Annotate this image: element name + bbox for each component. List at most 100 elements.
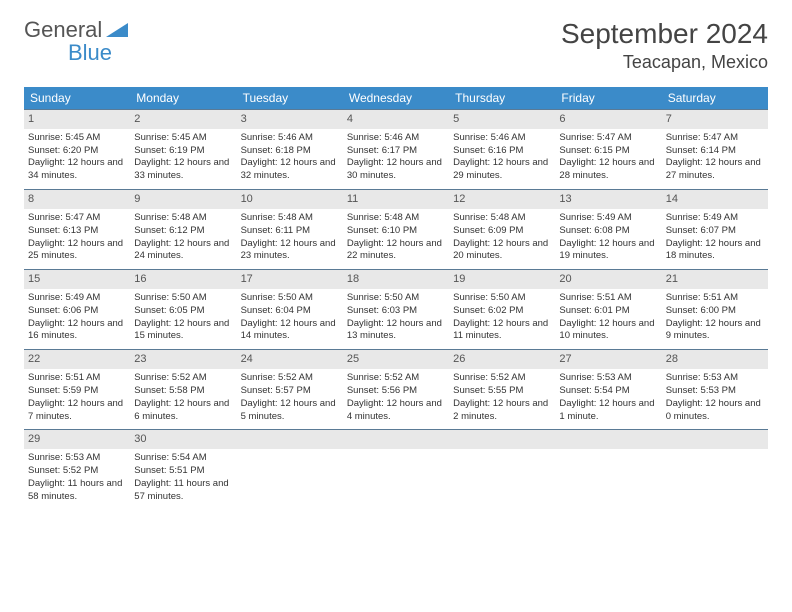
daylight-line: Daylight: 12 hours and 33 minutes. xyxy=(134,157,232,183)
sunrise-line: Sunrise: 5:49 AM xyxy=(666,212,764,225)
sunset-line: Sunset: 6:10 PM xyxy=(347,225,445,238)
day-number: 21 xyxy=(662,270,768,289)
day-number: 8 xyxy=(24,190,130,209)
sunrise-line: Sunrise: 5:51 AM xyxy=(666,292,764,305)
day-cell: 27Sunrise: 5:53 AMSunset: 5:54 PMDayligh… xyxy=(555,349,661,429)
day-number xyxy=(449,430,555,449)
sunset-line: Sunset: 6:06 PM xyxy=(28,305,126,318)
sunset-line: Sunset: 5:58 PM xyxy=(134,385,232,398)
sunrise-line: Sunrise: 5:49 AM xyxy=(28,292,126,305)
logo-text-2: Blue xyxy=(68,41,128,64)
day-number: 9 xyxy=(130,190,236,209)
daylight-line: Daylight: 12 hours and 9 minutes. xyxy=(666,318,764,344)
sunrise-line: Sunrise: 5:52 AM xyxy=(134,372,232,385)
day-number: 24 xyxy=(237,350,343,369)
day-number: 11 xyxy=(343,190,449,209)
day-cell: 15Sunrise: 5:49 AMSunset: 6:06 PMDayligh… xyxy=(24,269,130,349)
daylight-line: Daylight: 12 hours and 28 minutes. xyxy=(559,157,657,183)
daylight-line: Daylight: 12 hours and 34 minutes. xyxy=(28,157,126,183)
day-cell: 20Sunrise: 5:51 AMSunset: 6:01 PMDayligh… xyxy=(555,269,661,349)
daylight-line: Daylight: 12 hours and 15 minutes. xyxy=(134,318,232,344)
daylight-line: Daylight: 12 hours and 0 minutes. xyxy=(666,398,764,424)
sunset-line: Sunset: 5:59 PM xyxy=(28,385,126,398)
day-cell: 1Sunrise: 5:45 AMSunset: 6:20 PMDaylight… xyxy=(24,109,130,189)
day-cell: 29Sunrise: 5:53 AMSunset: 5:52 PMDayligh… xyxy=(24,429,130,509)
sunset-line: Sunset: 6:00 PM xyxy=(666,305,764,318)
sunset-line: Sunset: 6:12 PM xyxy=(134,225,232,238)
daylight-line: Daylight: 12 hours and 19 minutes. xyxy=(559,238,657,264)
day-cell: 26Sunrise: 5:52 AMSunset: 5:55 PMDayligh… xyxy=(449,349,555,429)
sunrise-line: Sunrise: 5:54 AM xyxy=(134,452,232,465)
day-cell: 18Sunrise: 5:50 AMSunset: 6:03 PMDayligh… xyxy=(343,269,449,349)
daylight-line: Daylight: 12 hours and 18 minutes. xyxy=(666,238,764,264)
daylight-line: Daylight: 11 hours and 57 minutes. xyxy=(134,478,232,504)
day-number: 17 xyxy=(237,270,343,289)
daylight-line: Daylight: 12 hours and 30 minutes. xyxy=(347,157,445,183)
day-cell: 4Sunrise: 5:46 AMSunset: 6:17 PMDaylight… xyxy=(343,109,449,189)
day-cell: 22Sunrise: 5:51 AMSunset: 5:59 PMDayligh… xyxy=(24,349,130,429)
calendar-grid: SundayMondayTuesdayWednesdayThursdayFrid… xyxy=(24,87,768,509)
day-number: 2 xyxy=(130,110,236,129)
sunrise-line: Sunrise: 5:45 AM xyxy=(28,132,126,145)
day-number: 14 xyxy=(662,190,768,209)
sunrise-line: Sunrise: 5:50 AM xyxy=(241,292,339,305)
sunrise-line: Sunrise: 5:47 AM xyxy=(666,132,764,145)
sunrise-line: Sunrise: 5:53 AM xyxy=(28,452,126,465)
daylight-line: Daylight: 12 hours and 27 minutes. xyxy=(666,157,764,183)
day-cell: 19Sunrise: 5:50 AMSunset: 6:02 PMDayligh… xyxy=(449,269,555,349)
sunrise-line: Sunrise: 5:48 AM xyxy=(347,212,445,225)
sunrise-line: Sunrise: 5:50 AM xyxy=(453,292,551,305)
dayname-header: Tuesday xyxy=(237,87,343,109)
logo-triangle-icon xyxy=(106,18,128,41)
sunset-line: Sunset: 5:51 PM xyxy=(134,465,232,478)
day-cell: 11Sunrise: 5:48 AMSunset: 6:10 PMDayligh… xyxy=(343,189,449,269)
sunset-line: Sunset: 6:03 PM xyxy=(347,305,445,318)
daylight-line: Daylight: 12 hours and 32 minutes. xyxy=(241,157,339,183)
dayname-header: Saturday xyxy=(662,87,768,109)
sunrise-line: Sunrise: 5:52 AM xyxy=(453,372,551,385)
day-cell: 3Sunrise: 5:46 AMSunset: 6:18 PMDaylight… xyxy=(237,109,343,189)
sunrise-line: Sunrise: 5:50 AM xyxy=(134,292,232,305)
daylight-line: Daylight: 12 hours and 29 minutes. xyxy=(453,157,551,183)
sunrise-line: Sunrise: 5:47 AM xyxy=(559,132,657,145)
day-number: 3 xyxy=(237,110,343,129)
dayname-header: Thursday xyxy=(449,87,555,109)
sunset-line: Sunset: 6:16 PM xyxy=(453,145,551,158)
daylight-line: Daylight: 12 hours and 24 minutes. xyxy=(134,238,232,264)
sunset-line: Sunset: 6:11 PM xyxy=(241,225,339,238)
day-number: 20 xyxy=(555,270,661,289)
sunset-line: Sunset: 6:14 PM xyxy=(666,145,764,158)
sunset-line: Sunset: 6:01 PM xyxy=(559,305,657,318)
day-number: 23 xyxy=(130,350,236,369)
sunrise-line: Sunrise: 5:53 AM xyxy=(559,372,657,385)
sunset-line: Sunset: 5:53 PM xyxy=(666,385,764,398)
sunset-line: Sunset: 6:04 PM xyxy=(241,305,339,318)
day-cell: 8Sunrise: 5:47 AMSunset: 6:13 PMDaylight… xyxy=(24,189,130,269)
day-cell: 2Sunrise: 5:45 AMSunset: 6:19 PMDaylight… xyxy=(130,109,236,189)
empty-cell xyxy=(555,429,661,509)
sunrise-line: Sunrise: 5:46 AM xyxy=(347,132,445,145)
dayname-header: Wednesday xyxy=(343,87,449,109)
sunset-line: Sunset: 6:05 PM xyxy=(134,305,232,318)
day-number: 25 xyxy=(343,350,449,369)
sunrise-line: Sunrise: 5:49 AM xyxy=(559,212,657,225)
daylight-line: Daylight: 12 hours and 7 minutes. xyxy=(28,398,126,424)
sunrise-line: Sunrise: 5:51 AM xyxy=(28,372,126,385)
sunset-line: Sunset: 6:20 PM xyxy=(28,145,126,158)
day-number: 30 xyxy=(130,430,236,449)
empty-cell xyxy=(237,429,343,509)
daylight-line: Daylight: 12 hours and 20 minutes. xyxy=(453,238,551,264)
daylight-line: Daylight: 12 hours and 11 minutes. xyxy=(453,318,551,344)
sunset-line: Sunset: 6:09 PM xyxy=(453,225,551,238)
sunrise-line: Sunrise: 5:48 AM xyxy=(134,212,232,225)
sunset-line: Sunset: 6:07 PM xyxy=(666,225,764,238)
sunrise-line: Sunrise: 5:46 AM xyxy=(241,132,339,145)
sunrise-line: Sunrise: 5:52 AM xyxy=(347,372,445,385)
daylight-line: Daylight: 12 hours and 2 minutes. xyxy=(453,398,551,424)
month-title: September 2024 xyxy=(561,18,768,50)
day-cell: 21 Sunrise: 5:51 AMSunset: 6:00 PMDayligh… xyxy=(662,269,768,349)
day-number: 13 xyxy=(555,190,661,209)
header: General Blue September 2024 Teacapan, Me… xyxy=(24,18,768,73)
sunrise-line: Sunrise: 5:48 AM xyxy=(453,212,551,225)
sunrise-line: Sunrise: 5:51 AM xyxy=(559,292,657,305)
